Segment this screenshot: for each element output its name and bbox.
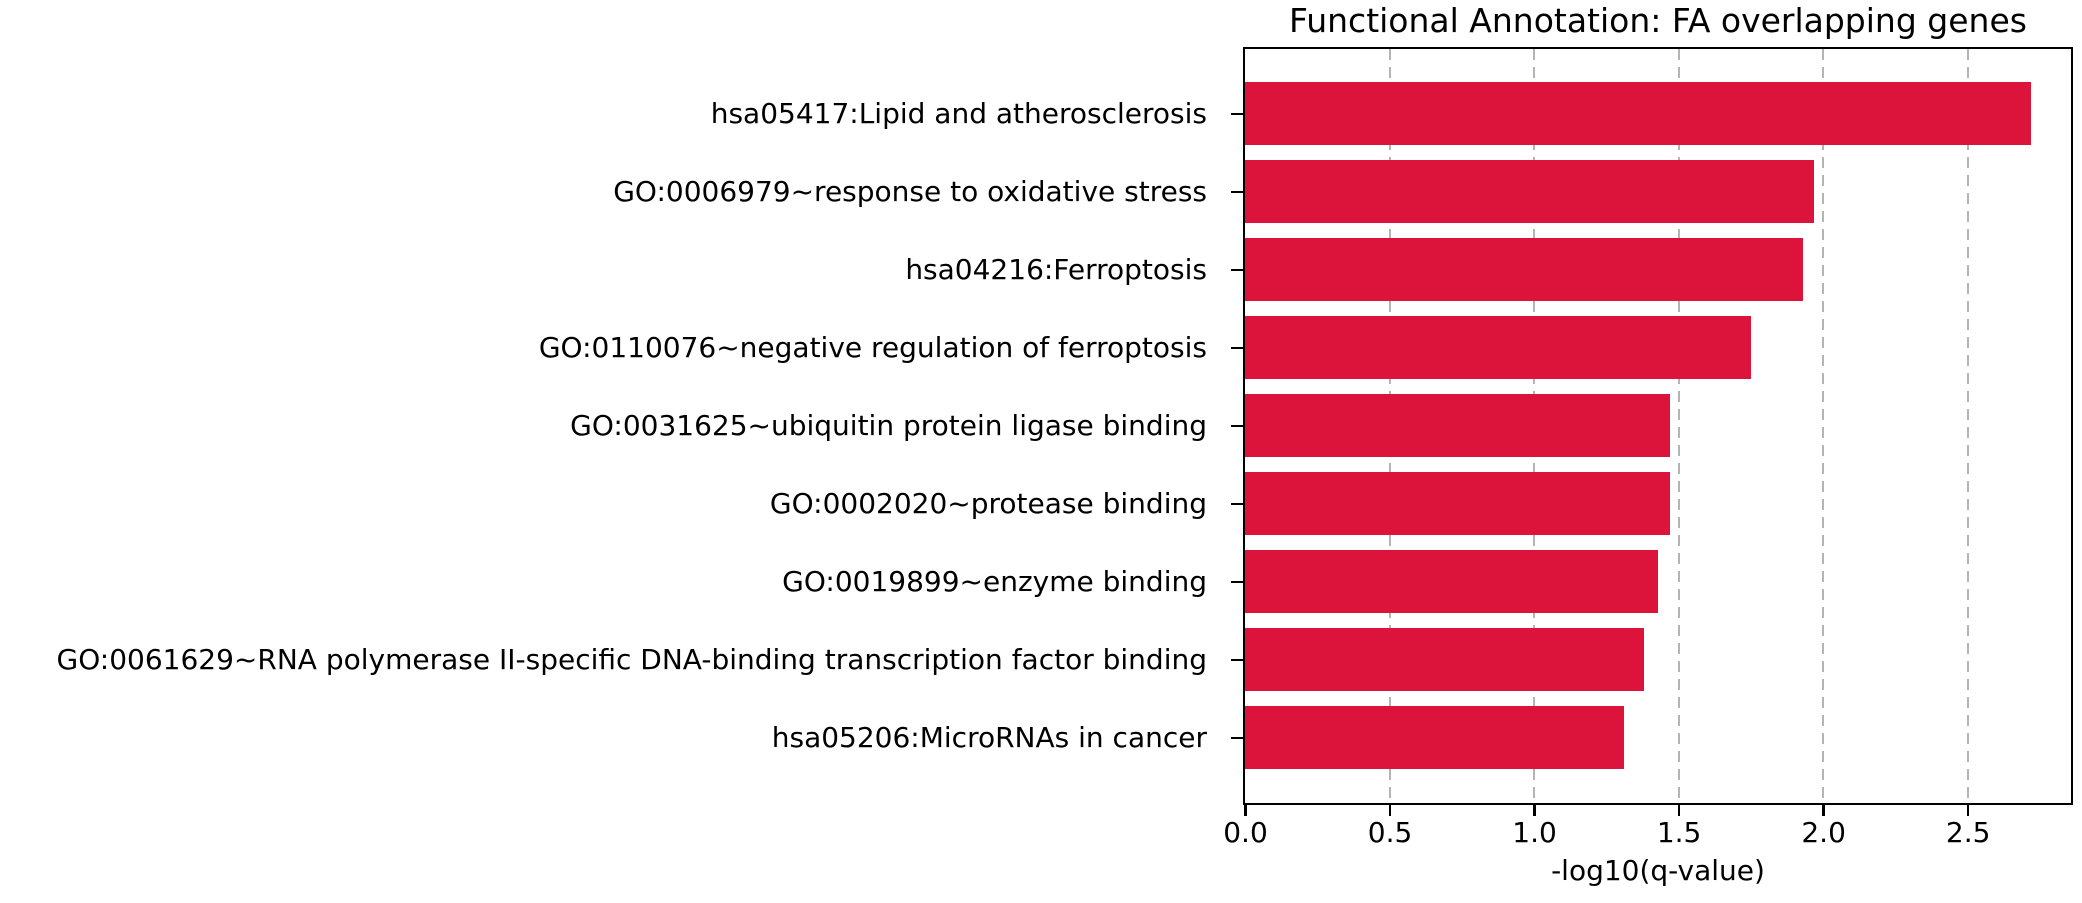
y-tick-mark xyxy=(1231,346,1243,350)
y-tick-mark xyxy=(1231,502,1243,506)
bar xyxy=(1245,472,1670,535)
grid-line xyxy=(1677,48,1680,803)
bar xyxy=(1245,238,1803,301)
bar xyxy=(1245,316,1751,379)
chart-title: Functional Annotation: FA overlapping ge… xyxy=(1289,1,2027,40)
x-tick-label: 1.5 xyxy=(1656,816,1702,849)
x-tick-mark xyxy=(1677,804,1681,816)
y-tick-mark xyxy=(1231,580,1243,584)
y-tick-label: GO:0061629~RNA polymerase II-specific DN… xyxy=(56,643,1207,676)
grid-line xyxy=(1822,48,1825,803)
bar xyxy=(1245,550,1659,613)
y-tick-mark xyxy=(1231,736,1243,740)
y-tick-label: hsa05206:MicroRNAs in cancer xyxy=(771,721,1207,754)
y-tick-label: GO:0031625~ubiquitin protein ligase bind… xyxy=(570,409,1207,442)
x-tick-label: 1.0 xyxy=(1512,816,1557,849)
bar xyxy=(1245,394,1670,457)
bar xyxy=(1245,706,1624,769)
y-tick-mark xyxy=(1231,658,1243,662)
x-tick-label: 0.5 xyxy=(1367,816,1413,849)
x-tick-mark xyxy=(1388,804,1392,816)
y-tick-label: hsa04216:Ferroptosis xyxy=(905,253,1207,286)
bar xyxy=(1245,160,1815,223)
bar xyxy=(1245,628,1644,691)
x-tick-label: 0.0 xyxy=(1223,816,1268,849)
grid-line xyxy=(1966,48,1969,803)
x-tick-mark xyxy=(1244,804,1247,816)
x-tick-mark xyxy=(1966,804,1970,816)
x-tick-label: 2.5 xyxy=(1945,816,1991,849)
y-tick-mark xyxy=(1231,268,1243,272)
y-tick-mark xyxy=(1231,112,1243,116)
y-tick-mark xyxy=(1231,424,1243,428)
x-tick-mark xyxy=(1822,804,1825,816)
y-tick-label: GO:0110076~negative regulation of ferrop… xyxy=(538,331,1207,364)
y-tick-label: GO:0006979~response to oxidative stress xyxy=(613,175,1207,208)
x-axis-label: -log10(q-value) xyxy=(1551,854,1765,887)
x-tick-mark xyxy=(1533,804,1536,816)
y-tick-label: hsa05417:Lipid and atherosclerosis xyxy=(710,97,1207,130)
plot-area xyxy=(1243,46,2073,805)
y-tick-label: GO:0002020~protease binding xyxy=(769,487,1207,520)
bar xyxy=(1245,82,2032,145)
y-tick-label: GO:0019899~enzyme binding xyxy=(782,565,1207,598)
x-tick-label: 2.0 xyxy=(1801,816,1846,849)
y-tick-mark xyxy=(1231,190,1243,194)
